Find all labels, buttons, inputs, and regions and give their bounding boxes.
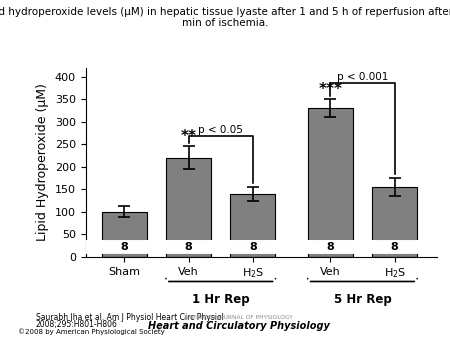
Text: 8: 8 [184, 242, 193, 252]
Text: Heart and Circulatory Physiology: Heart and Circulatory Physiology [148, 321, 329, 331]
Circle shape [0, 241, 450, 253]
Text: AMERICAN JOURNAL OF PHYSIOLOGY: AMERICAN JOURNAL OF PHYSIOLOGY [184, 315, 293, 320]
Bar [308, 108, 353, 257]
Text: 8: 8 [249, 242, 257, 252]
Text: Saurabh Jha et al. Am J Physiol Heart Circ Physiol: Saurabh Jha et al. Am J Physiol Heart Ci… [36, 313, 224, 322]
Text: **: ** [180, 129, 197, 144]
Y-axis label: Lipid Hydroperoxide (μM): Lipid Hydroperoxide (μM) [36, 83, 49, 241]
Text: 1 Hr Rep: 1 Hr Rep [192, 293, 250, 306]
Circle shape [0, 241, 450, 253]
Circle shape [0, 241, 450, 253]
Text: 5 Hr Rep: 5 Hr Rep [333, 293, 392, 306]
Text: 8: 8 [391, 242, 399, 252]
Text: ©2008 by American Physiological Society: ©2008 by American Physiological Society [18, 328, 165, 335]
Bar [102, 212, 147, 257]
Text: 8: 8 [120, 242, 128, 252]
Bar [166, 158, 211, 257]
Bar [230, 194, 275, 257]
Circle shape [0, 241, 450, 253]
Text: p < 0.05: p < 0.05 [198, 125, 243, 135]
Text: 2008;295:H801-H806: 2008;295:H801-H806 [36, 320, 118, 330]
Text: Lipid hydroperoxide levels (μM) in hepatic tissue lyaste after 1 and 5 h of repe: Lipid hydroperoxide levels (μM) in hepat… [0, 7, 450, 28]
Text: p < 0.001: p < 0.001 [337, 72, 388, 82]
Bar [372, 187, 417, 257]
Text: 8: 8 [326, 242, 334, 252]
Text: ***: *** [318, 82, 342, 97]
Circle shape [0, 241, 450, 253]
